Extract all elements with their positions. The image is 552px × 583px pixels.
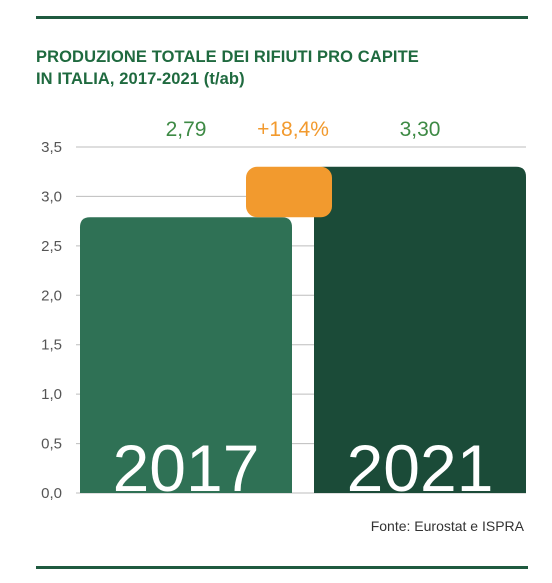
top-rule (36, 16, 528, 19)
y-tick-label: 0,0 (41, 485, 62, 502)
y-tick-label: 2,5 (41, 238, 62, 255)
chart-title-line-2: IN ITALIA, 2017-2021 (t/ab) (36, 70, 245, 88)
chart-title-line-1: PRODUZIONE TOTALE DEI RIFIUTI PRO CAPITE (36, 48, 419, 66)
source-note: Fonte: Eurostat e ISPRA (370, 518, 524, 534)
y-tick-label: 3,5 (41, 139, 62, 156)
bottom-rule (36, 566, 528, 569)
change-label: +18,4% (257, 118, 329, 141)
bar-2017 (80, 217, 292, 493)
value-label-2017: 2,79 (166, 118, 207, 141)
change-badge (246, 166, 332, 218)
y-tick-label: 2,0 (41, 287, 62, 304)
value-label-2021: 3,30 (400, 118, 441, 141)
bar-2021 (314, 166, 526, 493)
category-label-2017: 2017 (113, 431, 260, 505)
y-tick-label: 3,0 (41, 188, 62, 205)
y-tick-label: 0,5 (41, 436, 62, 453)
category-label-2021: 2021 (347, 431, 494, 505)
y-tick-label: 1,5 (41, 337, 62, 354)
y-tick-label: 1,0 (41, 386, 62, 403)
chart-title: PRODUZIONE TOTALE DEI RIFIUTI PRO CAPITE… (36, 46, 536, 90)
